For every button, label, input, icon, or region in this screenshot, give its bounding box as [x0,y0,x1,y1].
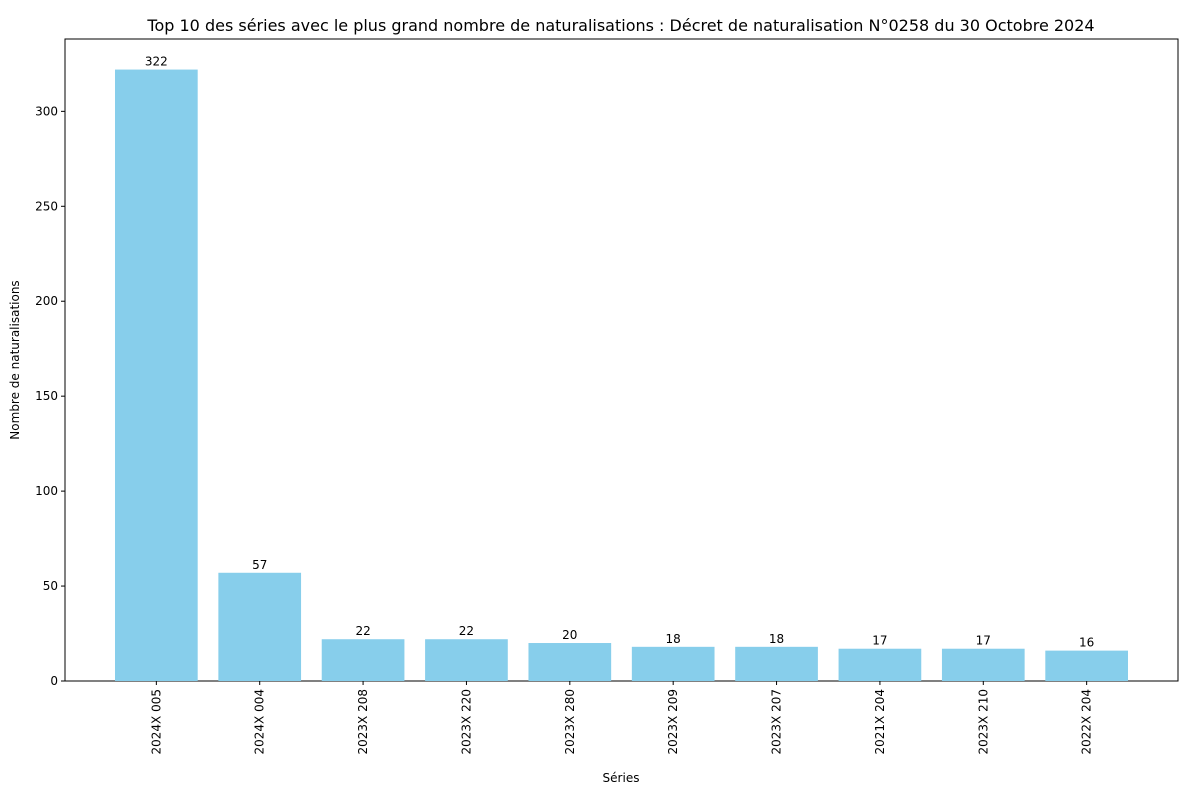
x-tick-label: 2023X 220 [459,689,473,754]
x-tick-label: 2021X 204 [873,689,887,754]
y-axis-label: Nombre de naturalisations [8,280,22,439]
x-tick-label: 2024X 004 [253,689,267,754]
bar-2024x-005 [115,69,198,681]
x-tick-label: 2023X 210 [976,689,990,754]
data-label: 18 [769,632,784,646]
x-axis: 2024X 005 2024X 004 2023X 208 2023X 220 2023… [149,681,1094,754]
y-tick-label: 100 [35,484,58,498]
bar-2023x-280 [528,643,612,681]
plot-area [64,38,1179,682]
data-label: 57 [252,558,267,572]
data-label: 322 [145,55,168,69]
y-tick-label: 300 [35,104,58,118]
y-tick-label: 150 [35,389,58,403]
x-tick-label: 2023X 207 [770,689,784,754]
data-label: 22 [355,624,370,638]
bar-2023x-220 [425,639,508,681]
y-tick-label: 200 [35,294,58,308]
bar-2023x-209 [631,646,715,681]
bar-2023x-208 [321,639,405,681]
x-tick-label: 2024X 005 [149,689,163,754]
y-tick-label: 0 [50,674,58,688]
data-label: 22 [459,624,474,638]
y-axis: 0 50 100 150 200 250 300 [35,104,65,688]
data-label: 17 [976,634,991,648]
data-labels: 322 57 22 22 20 18 18 17 17 16 [145,55,1094,650]
y-tick-label: 50 [43,579,58,593]
bar-2023x-210 [941,648,1025,681]
plot-frame [64,38,1179,682]
data-label: 17 [872,634,887,648]
bar-2022x-204 [1045,650,1128,681]
data-label: 16 [1079,636,1094,650]
bar-2021x-204 [838,648,922,681]
x-axis-label: Séries [603,771,640,785]
bar-2023x-207 [735,646,818,681]
y-tick-label: 250 [35,199,58,213]
x-tick-label: 2023X 208 [356,689,370,754]
data-label: 20 [562,628,577,642]
x-tick-label: 2023X 280 [563,689,577,754]
data-label: 18 [666,632,681,646]
chart-title: Top 10 des séries avec le plus grand nom… [146,16,1094,35]
bars [115,69,1128,681]
bar-2024x-004 [218,572,302,681]
x-tick-label: 2023X 209 [666,689,680,754]
x-tick-label: 2022X 204 [1080,689,1094,754]
